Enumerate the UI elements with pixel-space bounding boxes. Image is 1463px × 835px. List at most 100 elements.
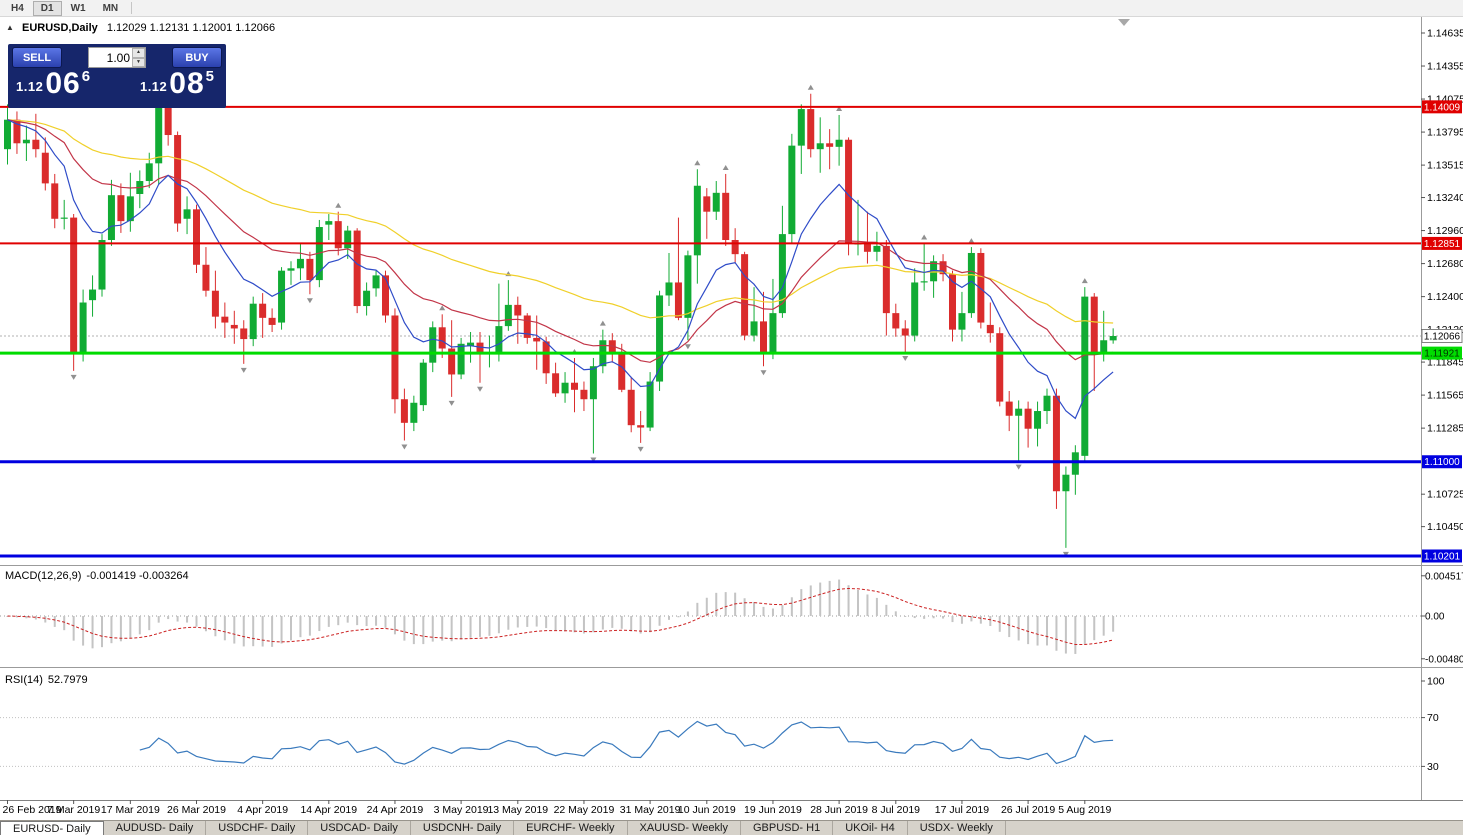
svg-text:26 Jul 2019: 26 Jul 2019 (1001, 804, 1055, 816)
symbol-tab[interactable]: USDX- Weekly (908, 821, 1006, 835)
svg-text:0.00: 0.00 (1425, 612, 1445, 623)
svg-text:17 Jul 2019: 17 Jul 2019 (935, 804, 989, 816)
sell-button[interactable]: SELL (12, 47, 62, 68)
macd-panel: 0.004517 0.00 -0.004806 (0, 571, 1463, 665)
horizontal-level-lines[interactable] (0, 105, 1421, 558)
svg-text:26 Feb 2019: 26 Feb 2019 (3, 804, 62, 816)
svg-text:5 Aug 2019: 5 Aug 2019 (1058, 804, 1111, 816)
ma-line-fast (7, 119, 1114, 420)
collapse-panel-icon[interactable]: ▲ (6, 23, 14, 32)
svg-text:22 May 2019: 22 May 2019 (554, 804, 615, 816)
svg-text:24 Apr 2019: 24 Apr 2019 (367, 804, 424, 816)
svg-text:1.14009: 1.14009 (1424, 102, 1461, 113)
timeframe-toolbar: H4 D1 W1 MN (0, 0, 1463, 17)
volume-up-icon[interactable]: ▲ (132, 48, 145, 58)
svg-text:1.13515: 1.13515 (1427, 160, 1463, 172)
svg-text:7 Mar 2019: 7 Mar 2019 (47, 804, 100, 816)
buy-price-big-digits: 08 (169, 67, 205, 100)
svg-text:1.10450: 1.10450 (1427, 521, 1463, 533)
volume-spinner: ▲ ▼ (132, 48, 145, 67)
buy-price: 1.12 08 5 (139, 67, 214, 100)
buy-price-prefix: 1.12 (139, 79, 168, 94)
svg-text:1.12400: 1.12400 (1427, 291, 1463, 303)
chart-frame (0, 17, 1463, 801)
one-click-trading-panel: SELL ▲ ▼ BUY 1.12 06 6 1.12 08 5 (8, 44, 226, 108)
svg-text:1.10201: 1.10201 (1424, 551, 1461, 562)
symbol-tab[interactable]: UKOil- H4 (833, 821, 908, 835)
chart-title: ▲ EURUSD,Daily 1.12029 1.12131 1.12001 1… (6, 22, 275, 34)
chart-symbol-period: EURUSD,Daily (21, 22, 98, 34)
volume-down-icon[interactable]: ▼ (132, 57, 145, 67)
symbol-tab[interactable]: EURUSD- Daily (0, 821, 104, 835)
buy-button[interactable]: BUY (172, 47, 222, 68)
chart-shift-marker-icon[interactable] (1118, 19, 1130, 26)
symbol-tab-bar: EURUSD- Daily AUDUSD- Daily USDCHF- Daily U… (0, 820, 1463, 835)
macd-title: MACD(12,26,9) (5, 570, 82, 582)
svg-text:70: 70 (1427, 712, 1439, 724)
timeframe-button-group: H4 D1 W1 MN (3, 0, 127, 16)
svg-text:30: 30 (1427, 761, 1439, 773)
svg-text:1.12851: 1.12851 (1424, 239, 1461, 250)
sell-price-big-digits: 06 (45, 67, 81, 100)
moving-averages (7, 119, 1114, 420)
timeframe-button-h4[interactable]: H4 (3, 1, 32, 16)
svg-text:26 Mar 2019: 26 Mar 2019 (167, 804, 226, 816)
svg-text:1.11285: 1.11285 (1427, 423, 1463, 435)
ma-line-medium (7, 119, 1114, 363)
svg-text:1.14355: 1.14355 (1427, 61, 1463, 73)
svg-text:14 Apr 2019: 14 Apr 2019 (300, 804, 357, 816)
chart-ohlc-values: 1.12029 1.12131 1.12001 1.12066 (106, 22, 276, 34)
symbol-tab[interactable]: USDCAD- Daily (308, 821, 411, 835)
svg-text:17 Mar 2019: 17 Mar 2019 (101, 804, 160, 816)
price-badges: 1.14009 1.12851 1.12066 1.11921 1.11000 1.102… (1421, 100, 1463, 563)
svg-text:1.11000: 1.11000 (1424, 457, 1460, 468)
volume-box: ▲ ▼ (88, 47, 146, 68)
volume-input[interactable] (90, 49, 132, 66)
svg-text:1.12680: 1.12680 (1427, 258, 1463, 270)
candles (4, 84, 1117, 548)
rsi-line (139, 720, 1114, 765)
svg-text:3 May 2019: 3 May 2019 (434, 804, 489, 816)
buy-price-pipette: 5 (205, 68, 214, 85)
symbol-tab[interactable]: GBPUSD- H1 (741, 821, 834, 835)
svg-text:28 Jun 2019: 28 Jun 2019 (810, 804, 868, 816)
svg-text:100: 100 (1427, 676, 1445, 688)
svg-text:1.12960: 1.12960 (1427, 225, 1463, 237)
svg-text:1.12066: 1.12066 (1424, 332, 1461, 343)
timeframe-button-mn[interactable]: MN (95, 1, 127, 16)
svg-text:4 Apr 2019: 4 Apr 2019 (237, 804, 288, 816)
svg-text:31 May 2019: 31 May 2019 (620, 804, 681, 816)
svg-text:1.10725: 1.10725 (1427, 489, 1463, 501)
ma-line-slow (7, 119, 1114, 324)
macd-signal-line (7, 587, 1114, 645)
timeframe-button-w1[interactable]: W1 (63, 1, 94, 16)
rsi-value: 52.7979 (47, 674, 88, 686)
symbol-tab[interactable]: AUDUSD- Daily (104, 821, 207, 835)
sell-price: 1.12 06 6 (16, 67, 91, 100)
svg-text:13 May 2019: 13 May 2019 (487, 804, 548, 816)
svg-text:1.14635: 1.14635 (1427, 28, 1463, 40)
svg-text:1.11921: 1.11921 (1424, 349, 1460, 360)
svg-text:0.004517: 0.004517 (1425, 571, 1463, 582)
symbol-tab[interactable]: EURCHF- Weekly (514, 821, 628, 835)
rsi-panel: 100 70 30 (0, 676, 1445, 773)
toolbar-separator (131, 2, 133, 14)
fractal-markers (70, 75, 1088, 557)
rsi-title: RSI(14) (5, 674, 43, 686)
svg-text:10 Jun 2019: 10 Jun 2019 (678, 804, 736, 816)
svg-text:19 Jun 2019: 19 Jun 2019 (744, 804, 802, 816)
sell-price-prefix: 1.12 (16, 79, 44, 94)
symbol-tab[interactable]: XAUUSD- Weekly (628, 821, 741, 835)
svg-text:1.13795: 1.13795 (1427, 127, 1463, 139)
timeframe-button-d1[interactable]: D1 (32, 0, 62, 16)
rsi-indicator-label: RSI(14) 52.7979 (5, 674, 93, 686)
macd-values: -0.001419 -0.003264 (86, 570, 189, 582)
sell-price-pipette: 6 (81, 68, 91, 85)
svg-text:-0.004806: -0.004806 (1425, 654, 1463, 665)
svg-text:8 Jul 2019: 8 Jul 2019 (872, 804, 921, 816)
symbol-tab[interactable]: USDCNH- Daily (411, 821, 515, 835)
symbol-tab[interactable]: USDCHF- Daily (206, 821, 309, 835)
macd-indicator-label: MACD(12,26,9) -0.001419 -0.003264 (5, 570, 194, 582)
